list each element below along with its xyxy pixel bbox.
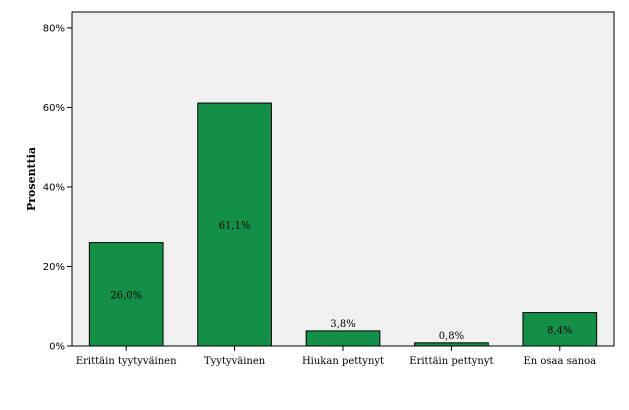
y-tick-label: 0% [49,342,65,353]
x-tick-label: Erittäin pettynyt [409,356,493,367]
data-label: 3,8% [330,319,355,330]
x-tick-label: Hiukan pettynyt [302,356,384,367]
y-tick-label: 20% [43,262,65,273]
data-label: 61,1% [219,221,251,232]
bar [522,312,598,347]
x-tick-label: En osaa sanoa [523,356,596,367]
x-tick-label: Erittäin tyytyväinen [76,356,177,367]
bar [305,330,381,347]
y-tick-label: 60% [43,103,65,114]
bar [197,102,272,347]
data-label: 8,4% [547,325,572,336]
y-tick-label: 40% [43,182,65,193]
bar [414,342,489,347]
x-axis: Erittäin tyytyväinen Tyytyväinen Hiukan pe… [76,346,596,367]
bar-series: 26,0% 61,1% 3,8% 0,8% 8,4% [88,102,598,347]
x-tick-label: Tyytyväinen [204,356,266,367]
y-axis-title: Prosenttia [25,147,38,211]
y-tick-label: 80% [43,23,65,34]
data-label: 26,0% [110,290,142,301]
y-axis: 0% 20% 40% 60% 80% [43,23,72,353]
data-label: 0,8% [439,331,464,342]
